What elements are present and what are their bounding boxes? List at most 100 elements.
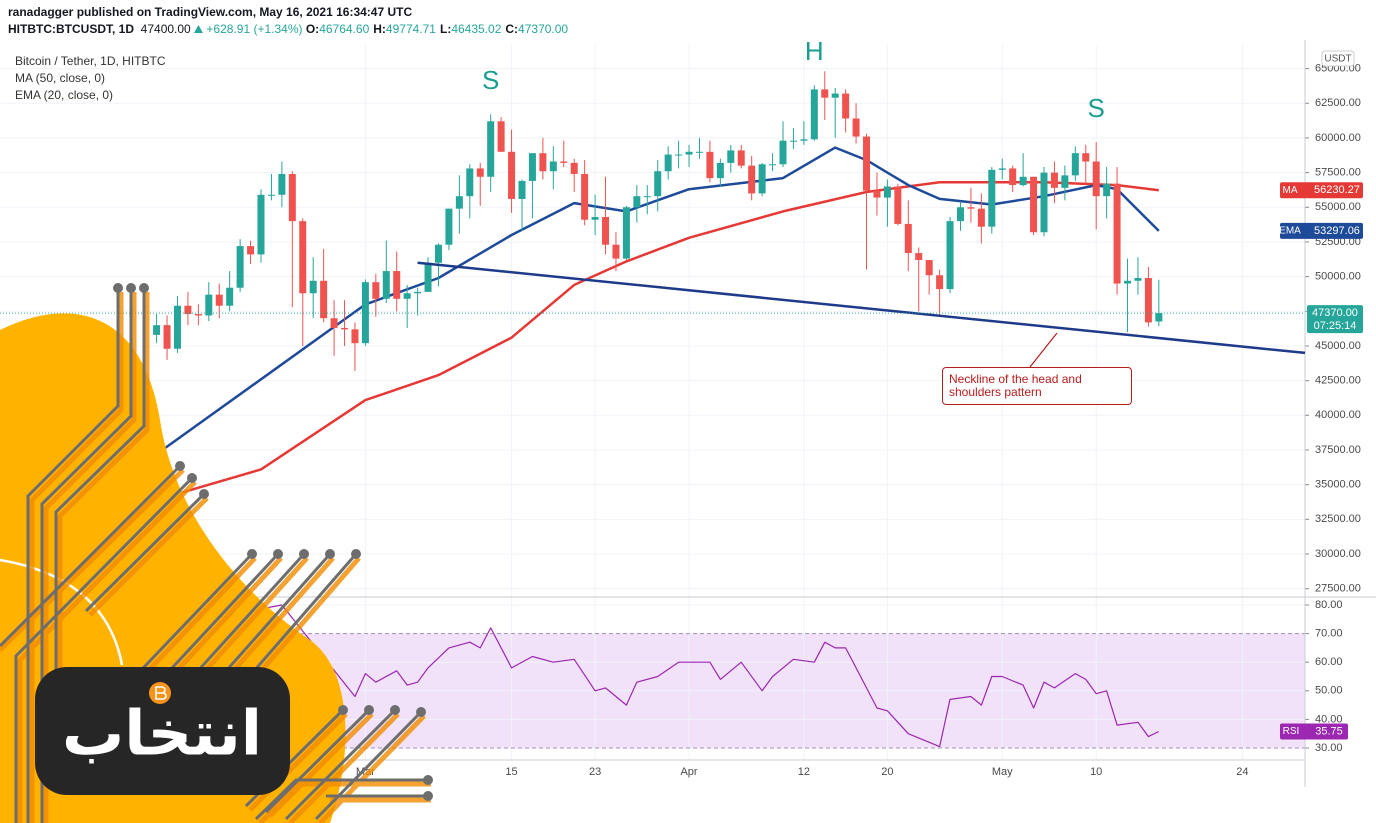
candle-body bbox=[163, 325, 171, 349]
publish-text: ranadagger published on TradingView.com,… bbox=[8, 5, 413, 19]
candle-body bbox=[695, 151, 703, 153]
y-tick-label: 27500.00 bbox=[1315, 583, 1361, 595]
candle-body bbox=[1092, 161, 1100, 197]
candle-body bbox=[205, 294, 213, 316]
y-tick-label: 55000.00 bbox=[1315, 201, 1361, 213]
candle-body bbox=[675, 154, 683, 156]
y-tick-label: 30.00 bbox=[1315, 742, 1343, 754]
series-tag-name: MA bbox=[1283, 185, 1298, 196]
ohlc-value: 46435.02 bbox=[451, 22, 502, 36]
ohlc-label: C: bbox=[505, 22, 519, 36]
candle-body bbox=[226, 287, 234, 306]
candle-body bbox=[706, 151, 714, 179]
candle-body bbox=[956, 207, 964, 222]
candle-body bbox=[737, 150, 745, 166]
countdown: 07:25:14 bbox=[1314, 320, 1357, 332]
y-tick-label: 30000.00 bbox=[1315, 548, 1361, 560]
candle-body bbox=[925, 259, 933, 276]
candle-body bbox=[915, 253, 923, 260]
symbol: HITBTC:BTCUSDT, 1D bbox=[8, 22, 134, 36]
candle-body bbox=[863, 136, 871, 191]
ohlc-value: 49774.71 bbox=[385, 22, 436, 36]
x-tick-label: 12 bbox=[798, 766, 810, 778]
candle-body bbox=[476, 168, 484, 177]
candle-body bbox=[247, 246, 255, 255]
candle-body bbox=[570, 162, 578, 174]
y-tick-label: 57500.00 bbox=[1315, 167, 1361, 179]
legend-ma: MA (50, close, 0) bbox=[15, 71, 106, 85]
ohlc-value: 47370.00 bbox=[518, 22, 569, 36]
series-tag-name: EMA bbox=[1279, 226, 1301, 237]
candle-body bbox=[633, 196, 641, 208]
candle-body bbox=[758, 164, 766, 194]
candle-body bbox=[1124, 280, 1132, 284]
candle-body bbox=[288, 173, 296, 222]
y-tick-label: 50.00 bbox=[1315, 685, 1343, 697]
candle-body bbox=[883, 186, 891, 198]
symbol-info: HITBTC:BTCUSDT, 1D 47400.00 +628.91 (+1.… bbox=[8, 22, 572, 36]
candle-body bbox=[852, 118, 860, 137]
legend-title: Bitcoin / Tether, 1D, HITBTC bbox=[15, 54, 166, 68]
candle-body bbox=[1040, 172, 1048, 233]
candle-body bbox=[685, 151, 693, 155]
up-arrow bbox=[194, 25, 204, 33]
candle-body bbox=[946, 221, 954, 290]
candle-body bbox=[560, 161, 568, 163]
candle-body bbox=[414, 291, 422, 294]
x-tick-label: 15 bbox=[505, 766, 517, 778]
candle-body bbox=[998, 168, 1006, 170]
candle-body bbox=[643, 196, 651, 198]
x-tick-label: 20 bbox=[881, 766, 893, 778]
x-tick-label: 10 bbox=[1090, 766, 1102, 778]
ohlc-label: O: bbox=[305, 22, 320, 36]
candle-body bbox=[309, 280, 317, 294]
candle-body bbox=[977, 208, 985, 227]
candle-body bbox=[257, 194, 265, 255]
y-tick-label: 70.00 bbox=[1315, 628, 1343, 640]
candle-body bbox=[581, 173, 589, 220]
candle-body bbox=[1061, 175, 1069, 188]
candle-body bbox=[1082, 153, 1090, 162]
candle-body bbox=[1030, 176, 1038, 233]
series-tag bbox=[1280, 222, 1363, 239]
candle-body bbox=[727, 150, 735, 163]
series-tag-value: 56230.27 bbox=[1314, 184, 1360, 196]
line-ma bbox=[156, 181, 1159, 502]
x-tick-label: 23 bbox=[589, 766, 601, 778]
currency-label: USDT bbox=[1324, 54, 1351, 65]
candle-body bbox=[497, 121, 505, 152]
candle-body bbox=[1019, 176, 1027, 186]
candle-body bbox=[393, 271, 401, 299]
candle-body bbox=[215, 294, 223, 306]
y-tick-label: 50000.00 bbox=[1315, 271, 1361, 283]
candle-body bbox=[528, 153, 536, 181]
candle-body bbox=[424, 262, 432, 292]
pattern-label: H bbox=[805, 36, 824, 66]
candle-body bbox=[936, 275, 944, 290]
candle-body bbox=[612, 244, 620, 259]
candle-body bbox=[904, 223, 912, 254]
candle-body bbox=[278, 173, 286, 195]
publish-info: ranadagger published on TradingView.com,… bbox=[8, 5, 412, 19]
currency-box bbox=[1321, 50, 1355, 67]
candle-body bbox=[1071, 153, 1079, 176]
annotation-note: Neckline of the head and shoulders patte… bbox=[942, 367, 1132, 405]
y-tick-label: 60.00 bbox=[1315, 656, 1343, 668]
candle-body bbox=[967, 207, 975, 209]
y-tick-label: 60000.00 bbox=[1315, 132, 1361, 144]
candle-body bbox=[341, 327, 349, 330]
y-tick-label: 37500.00 bbox=[1315, 444, 1361, 456]
candle-body bbox=[549, 161, 557, 172]
candle-body bbox=[769, 164, 777, 166]
rsi-line bbox=[250, 604, 1160, 748]
last-price: 47400.00 bbox=[140, 22, 191, 36]
candle-body bbox=[821, 89, 829, 98]
candle-body bbox=[873, 190, 881, 198]
candle-body bbox=[1113, 183, 1121, 284]
candle-body bbox=[361, 282, 369, 344]
y-tick-label: 62500.00 bbox=[1315, 97, 1361, 109]
candle-body bbox=[988, 169, 996, 227]
candle-body bbox=[299, 221, 307, 294]
candle-body bbox=[173, 305, 181, 349]
